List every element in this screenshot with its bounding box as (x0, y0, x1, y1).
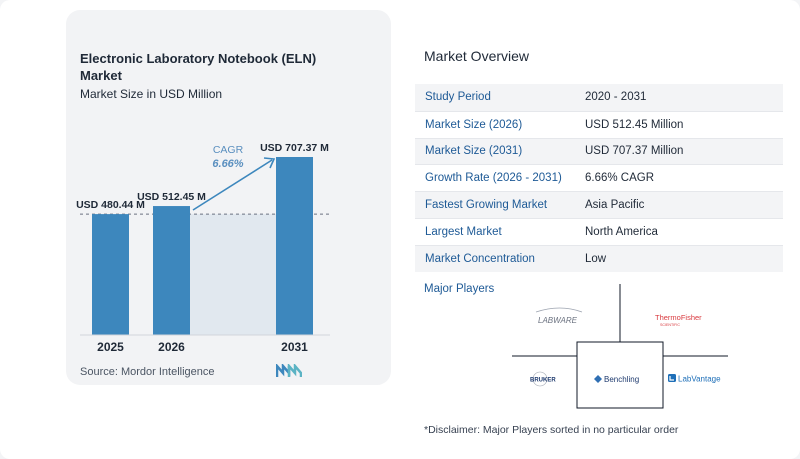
tick-label-2031: 2031 (281, 340, 308, 354)
overview-row-value: 2020 - 2031 (585, 91, 647, 104)
overview-row-label: Study Period (425, 91, 491, 104)
overview-row-label: Market Size (2031) (425, 145, 523, 158)
mordor-logo-icon (276, 364, 302, 377)
overview-title: Market Overview (424, 48, 530, 64)
overview-row-value: North America (585, 225, 658, 238)
overview-row: Growth Rate (2026 - 2031) 6.66% CAGR (415, 164, 783, 191)
benchling-logo: Benchling (594, 375, 639, 384)
chart-title: Electronic Laboratory Notebook (ELN) Mar… (80, 51, 317, 83)
bar-2025 (92, 214, 129, 335)
thermo-fisher-logo: ThermoFisher SCIENTIFIC (655, 313, 702, 327)
overview-row-value: Low (585, 252, 607, 265)
data-label-2031: USD 707.37 M (260, 142, 329, 154)
svg-text:LabVantage: LabVantage (678, 375, 721, 384)
cagr-arrow-line (192, 159, 273, 211)
svg-text:SCIENTIFIC: SCIENTIFIC (660, 323, 680, 327)
overview-table: Study Period 2020 - 2031 Market Size (20… (415, 84, 783, 272)
bar-2031 (276, 157, 313, 335)
overview-row: Fastest Growing Market Asia Pacific (415, 191, 783, 218)
chart-subtitle: Market Size in USD Million (80, 87, 223, 101)
overview-row-value: USD 512.45 Million (585, 118, 684, 131)
svg-text:BRUKER: BRUKER (530, 378, 556, 384)
overview-row: Largest Market North America (415, 217, 783, 245)
overview-row-value: Asia Pacific (585, 199, 645, 212)
source-text: Source: Mordor Intelligence (80, 366, 215, 378)
overview-row: Market Size (2031) USD 707.37 Million (415, 137, 783, 165)
overview-row: Study Period 2020 - 2031 (415, 84, 783, 111)
overview-row-label: Fastest Growing Market (425, 199, 548, 212)
overview-row: Market Concentration Low (415, 244, 783, 272)
major-players-grid: LABWARE ThermoFisher SCIENTIFIC BRUKER B… (512, 284, 728, 409)
major-players-label: Major Players (424, 283, 495, 295)
cagr-value: 6.66% (212, 158, 243, 170)
tick-label-2025: 2025 (97, 340, 124, 354)
overview-row-label: Market Concentration (425, 252, 535, 265)
overview-row-value: 6.66% CAGR (585, 172, 655, 185)
svg-text:LABWARE: LABWARE (538, 316, 578, 325)
svg-text:Benchling: Benchling (604, 375, 639, 384)
cagr-arrow-head (263, 157, 276, 169)
overview-row-value: USD 707.37 Million (585, 145, 684, 158)
labware-logo: LABWARE (535, 307, 583, 325)
disclaimer-text: *Disclaimer: Major Players sorted in no … (424, 424, 679, 436)
bruker-logo: BRUKER (530, 371, 556, 387)
data-label-2026: USD 512.45 M (137, 191, 206, 203)
market-size-chart: USD 480.44 M 2025 USD 512.45 M 2026 USD 707.… (76, 142, 330, 354)
growth-region (190, 214, 276, 335)
data-label-2025: USD 480.44 M (76, 199, 145, 211)
svg-text:ThermoFisher: ThermoFisher (655, 313, 702, 322)
tick-label-2026: 2026 (158, 340, 185, 354)
bar-2026 (153, 206, 190, 335)
overview-row: Market Size (2026) USD 512.45 Million (415, 110, 783, 138)
overview-row-label: Growth Rate (2026 - 2031) (425, 172, 562, 185)
overview-row-label: Largest Market (425, 225, 502, 238)
labvantage-logo: LabVantage (668, 374, 721, 384)
cagr-label: CAGR (213, 144, 244, 156)
overview-row-label: Market Size (2026) (425, 118, 523, 131)
